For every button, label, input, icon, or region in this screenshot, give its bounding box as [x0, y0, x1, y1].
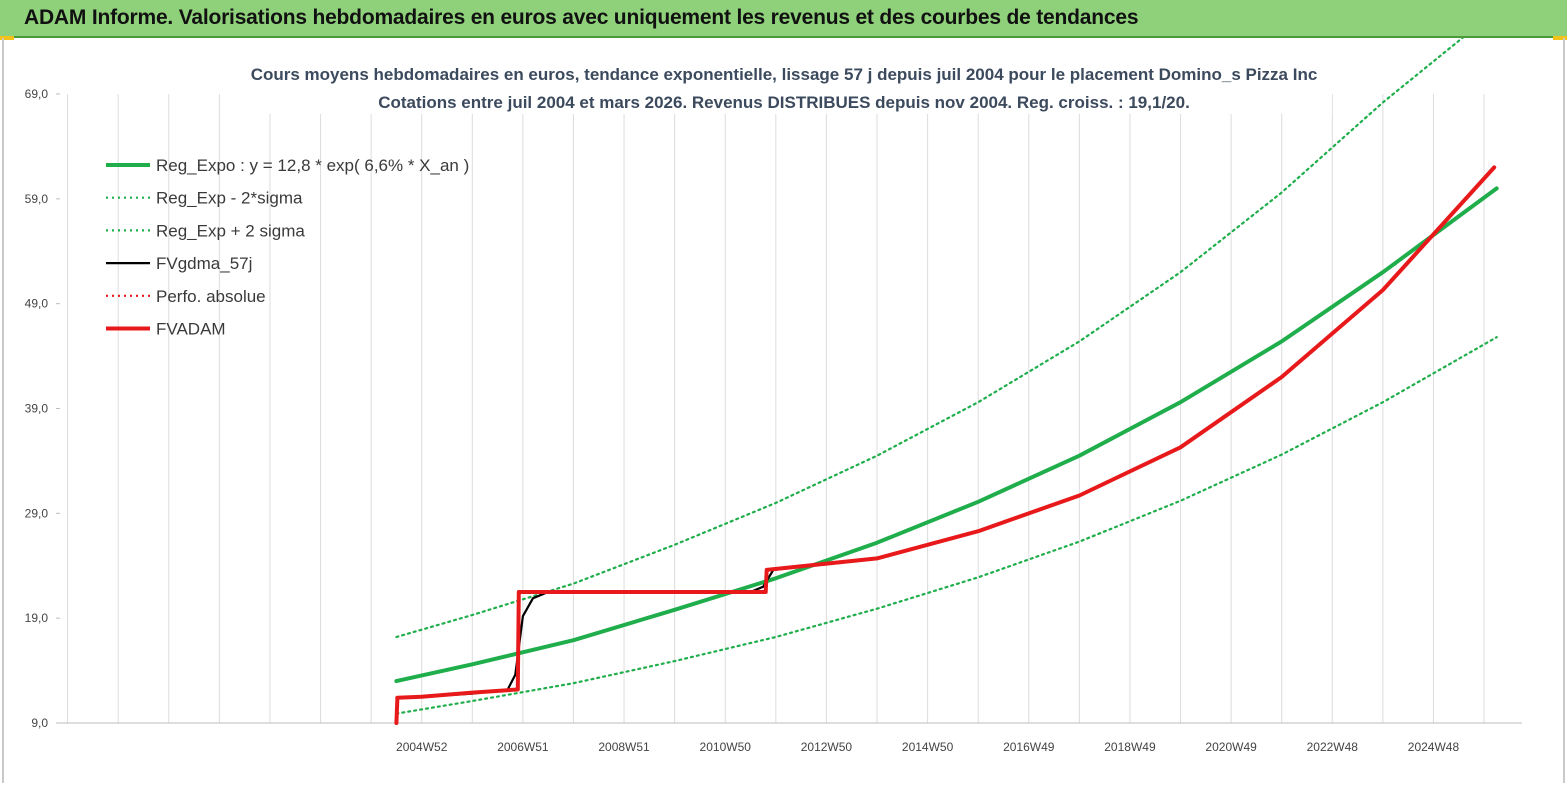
y-tick-label: 29,0 [25, 506, 49, 520]
x-tick-label: 2008W51 [598, 740, 650, 754]
x-tick-label: 2016W49 [1003, 740, 1055, 754]
legend-label: Perfo. absolue [156, 287, 266, 306]
title-banner: ADAM Informe. Valorisations hebdomadaire… [0, 0, 1567, 38]
x-tick-label: 2022W48 [1307, 740, 1359, 754]
chart-frame: 69,0 59,0 49,0 39,0 29,0 19,0 9,0 2004W52 2006W5… [2, 9, 1565, 783]
x-tick-label: 2010W50 [700, 740, 752, 754]
y-tick-label: 19,0 [25, 611, 49, 625]
series-line-perfo-absolue [395, 166, 1496, 699]
x-tick-label: 2006W51 [497, 740, 549, 754]
y-tick-label: 69,0 [25, 87, 49, 101]
chart-subtitle: Cotations entre juil 2004 et mars 2026. … [378, 93, 1190, 112]
x-tick-label: 2012W50 [801, 740, 853, 754]
x-tick-label: 2014W50 [902, 740, 954, 754]
chart-title: Cours moyens hebdomadaires en euros, ten… [251, 65, 1318, 84]
series-line-reg-exp-2-sigma [395, 9, 1498, 639]
corner-mark-left [0, 36, 14, 40]
x-tick-label: 2004W52 [396, 740, 448, 754]
corner-mark-right [1553, 36, 1567, 40]
y-tick-label: 49,0 [25, 297, 49, 311]
series-line-fvadam [394, 165, 1497, 725]
title-backdrop [232, 54, 1332, 114]
y-tick-label: 9,0 [31, 716, 48, 730]
legend-label: FVADAM [156, 320, 226, 339]
x-tick-label: 2024W48 [1408, 740, 1460, 754]
legend-label: Reg_Expo : y = 12,8 * exp( 6,6% * X_an ) [156, 156, 469, 175]
series-line-fvgdma-57j [395, 166, 1496, 699]
y-tick-label: 59,0 [25, 192, 49, 206]
series-line-reg-expo-y-12-8-exp-6-6-x-an [394, 186, 1499, 684]
legend-label: FVgdma_57j [156, 254, 252, 273]
legend-label: Reg_Exp - 2*sigma [156, 189, 303, 208]
page-title: ADAM Informe. Valorisations hebdomadaire… [24, 6, 1139, 29]
series-line-reg-exp-2-sigma [395, 336, 1498, 715]
x-tick-label: 2020W49 [1205, 740, 1257, 754]
legend-label: Reg_Exp + 2 sigma [156, 221, 305, 240]
x-tick-label: 2018W49 [1104, 740, 1156, 754]
y-tick-label: 39,0 [25, 402, 49, 416]
chart-svg: 69,0 59,0 49,0 39,0 29,0 19,0 9,0 2004W52 2006W5… [25, 9, 1522, 754]
